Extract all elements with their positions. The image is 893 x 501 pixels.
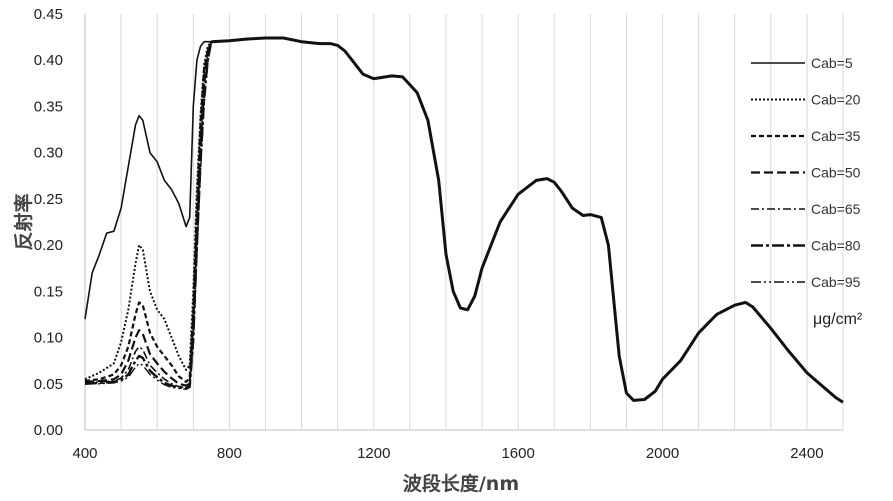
vertical-grid: [121, 14, 843, 430]
legend-label: Cab=65: [811, 201, 861, 217]
legend: Cab=5 Cab=20 Cab=35 Cab=50 Cab=65 Cab=80 Cab=9…: [751, 55, 861, 290]
legend-label: Cab=5: [811, 55, 853, 71]
y-tick-label: 0.40: [34, 52, 63, 69]
x-axis-title: 波段长度/nm: [403, 472, 519, 495]
series-line-5: [85, 42, 211, 388]
series-line-shared: [211, 38, 843, 402]
x-tick-label: 2000: [646, 445, 679, 462]
y-tick-label: 0.45: [34, 6, 63, 23]
legend-label: Cab=50: [811, 165, 861, 181]
y-tick-label: 0.00: [34, 422, 63, 439]
x-tick-label: 2400: [790, 445, 823, 462]
y-axis-title: 反射率: [12, 193, 35, 250]
y-axis: 0.00 0.05 0.10 0.15 0.20 0.25 0.30 0.35 0.40 0.45: [34, 6, 85, 439]
y-tick-label: 0.15: [34, 283, 63, 300]
x-tick-label: 1600: [501, 445, 534, 462]
y-tick-label: 0.35: [34, 98, 63, 115]
unit-label: μg/cm²: [813, 311, 863, 328]
x-tick-label: 1200: [357, 445, 390, 462]
x-axis: 400 800 1200 1600 2000 2400: [72, 430, 843, 462]
y-tick-label: 0.30: [34, 145, 63, 162]
legend-label: Cab=35: [811, 128, 861, 144]
legend-label: Cab=20: [811, 92, 861, 108]
legend-label: Cab=95: [811, 274, 861, 290]
legend-label: Cab=80: [811, 238, 861, 254]
y-tick-label: 0.05: [34, 376, 63, 393]
x-tick-label: 400: [72, 445, 97, 462]
y-tick-label: 0.25: [34, 191, 63, 208]
y-tick-label: 0.10: [34, 330, 63, 347]
series-lines: [85, 38, 843, 402]
y-tick-label: 0.20: [34, 237, 63, 254]
x-tick-label: 800: [217, 445, 242, 462]
